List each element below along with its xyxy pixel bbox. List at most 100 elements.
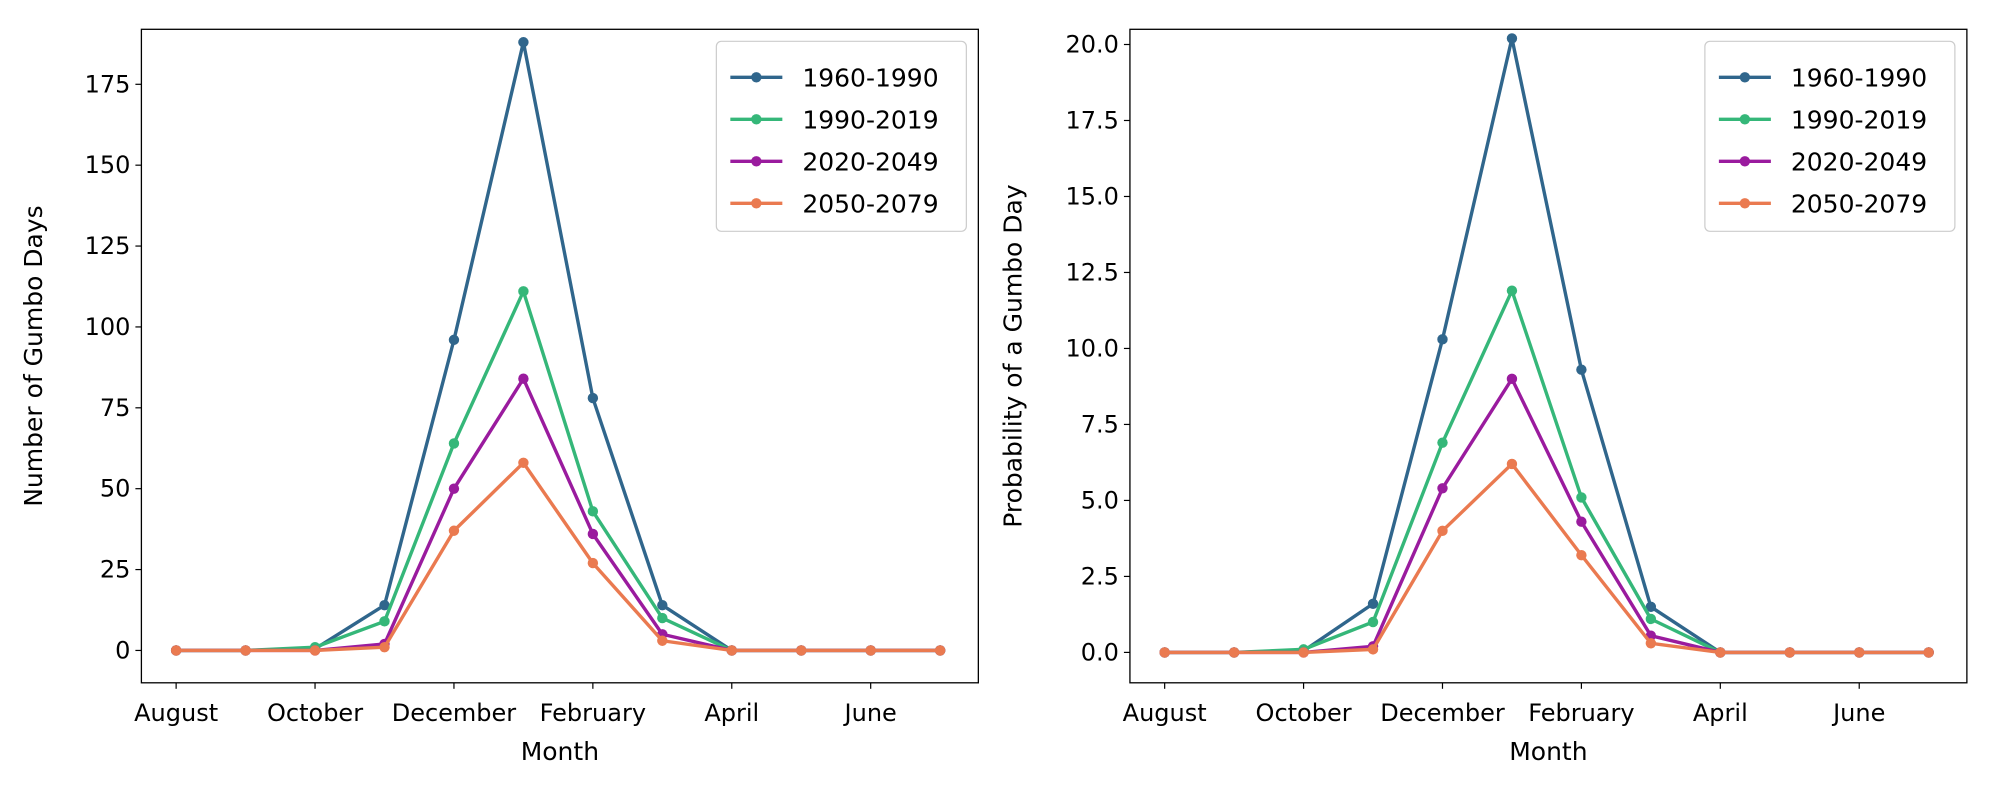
x-tick-label: October — [267, 699, 363, 727]
x-tick-label: February — [1528, 699, 1634, 727]
data-point-1960-1990 — [1576, 364, 1587, 375]
legend-label: 1960-1990 — [1791, 63, 1927, 92]
legend-swatch-marker — [1739, 156, 1751, 167]
data-point-2020-2049 — [1576, 516, 1587, 527]
x-tick-label: August — [134, 699, 218, 727]
data-point-1960-1990 — [518, 37, 529, 48]
series-line-1990-2019 — [1164, 289, 1929, 655]
plot-area-frame — [140, 28, 979, 684]
series-line-1990-2019 — [176, 289, 941, 653]
data-point-2050-2079 — [1228, 647, 1240, 658]
data-point-2050-2079 — [1367, 644, 1379, 655]
data-point-2050-2079 — [657, 635, 668, 646]
data-point-1960-1990 — [1367, 598, 1379, 609]
y-tick-label: 7.5 — [1081, 410, 1119, 438]
legend-swatch-marker — [751, 114, 762, 125]
data-point-1990-2019 — [1437, 437, 1448, 448]
series-line-2020-2049 — [1164, 377, 1929, 655]
legend: 1960-1990 1990-2019 2020-2049 2050-2079 — [715, 40, 967, 232]
data-point-1960-1990 — [379, 599, 390, 611]
data-point-2050-2079 — [796, 645, 807, 656]
data-point-2050-2079 — [1923, 647, 1934, 658]
data-point-2050-2079 — [518, 457, 529, 469]
legend-label: 1960-1990 — [802, 63, 938, 92]
series-line-2050-2079 — [176, 461, 941, 653]
y-tick-label: 20.0 — [1065, 30, 1118, 58]
y-tick-label: 0 — [115, 636, 130, 664]
data-point-1990-2019 — [379, 616, 390, 627]
data-point-2020-2049 — [1437, 483, 1448, 494]
y-tick-label: 25 — [100, 556, 131, 584]
legend-label: 1990-2019 — [1791, 105, 1927, 134]
y-tick-label: 75 — [100, 394, 131, 422]
data-point-2050-2079 — [1437, 525, 1448, 537]
data-point-1990-2019 — [448, 438, 460, 449]
data-point-1990-2019 — [518, 286, 529, 297]
data-point-2050-2079 — [1645, 638, 1657, 649]
y-axis-label: Number of Gumbo Days — [19, 205, 48, 507]
data-point-2050-2079 — [1715, 647, 1726, 658]
legend-swatch-marker — [1739, 72, 1751, 83]
data-point-2020-2049 — [1506, 373, 1518, 385]
y-axis-label: Probability of a Gumbo Day — [999, 184, 1028, 528]
data-point-2050-2079 — [587, 557, 599, 569]
y-tick-label: 50 — [100, 475, 131, 503]
data-point-1990-2019 — [587, 506, 599, 517]
data-point-2050-2079 — [1784, 647, 1795, 658]
data-point-1990-2019 — [1576, 492, 1587, 503]
data-point-2050-2079 — [240, 645, 251, 656]
data-point-1960-1990 — [1645, 601, 1657, 613]
data-point-2050-2079 — [448, 525, 460, 536]
x-tick-label: August — [1123, 699, 1207, 727]
legend-label: 2020-2049 — [1791, 147, 1927, 176]
data-point-1990-2019 — [1367, 616, 1379, 628]
legend-label: 2020-2049 — [802, 147, 938, 176]
legend-label: 2050-2079 — [802, 189, 938, 218]
y-tick-label: 2.5 — [1081, 562, 1119, 590]
y-tick-label: 175 — [85, 70, 131, 98]
x-tick-label: April — [1693, 699, 1748, 727]
data-point-2020-2049 — [448, 483, 460, 494]
data-point-2050-2079 — [1854, 647, 1865, 658]
legend-swatch-marker — [751, 72, 762, 83]
data-point-2020-2049 — [587, 528, 599, 540]
data-point-1990-2019 — [657, 612, 668, 624]
legend-swatch-marker — [751, 156, 762, 167]
y-tick-label: 10.0 — [1065, 334, 1118, 362]
y-tick-label: 125 — [85, 232, 131, 260]
legend-box — [715, 40, 967, 232]
x-tick-label: February — [540, 699, 646, 727]
y-tick-label: 150 — [85, 151, 131, 179]
data-point-2050-2079 — [170, 645, 182, 656]
data-point-2050-2079 — [934, 645, 946, 656]
x-tick-label: June — [1831, 699, 1885, 727]
data-point-2050-2079 — [1298, 647, 1309, 658]
data-point-2050-2079 — [865, 645, 876, 656]
legend-swatch-marker — [1739, 198, 1751, 209]
legend: 1960-1990 1990-2019 2020-2049 2050-2079 — [1704, 40, 1956, 232]
y-tick-label: 5.0 — [1081, 486, 1119, 514]
data-point-2020-2049 — [518, 373, 529, 384]
data-point-1960-1990 — [1437, 334, 1448, 345]
x-tick-label: October — [1256, 699, 1352, 727]
x-tick-label: April — [704, 699, 759, 727]
series-line-2050-2079 — [1164, 462, 1929, 655]
chart-panel-1: 0 25 50 75 100 125 150 175 August October December… — [19, 28, 979, 766]
y-tick-label: 100 — [85, 313, 131, 341]
legend-label: 2050-2079 — [1791, 189, 1927, 218]
x-tick-label: June — [843, 699, 897, 727]
data-point-1990-2019 — [1506, 285, 1518, 296]
data-point-2050-2079 — [309, 645, 321, 656]
y-tick-label: 15.0 — [1065, 182, 1118, 210]
y-tick-label: 0.0 — [1081, 638, 1119, 666]
data-point-2050-2079 — [1506, 458, 1518, 470]
chart-panel-2: 0.0 2.5 5.0 7.5 10.0 12.5 15.0 17.5 20.0 August Oc… — [999, 28, 1968, 766]
data-point-1960-1990 — [448, 334, 460, 346]
y-tick-label: 12.5 — [1065, 258, 1118, 286]
data-point-1960-1990 — [1506, 33, 1518, 44]
data-point-2050-2079 — [1576, 549, 1587, 561]
x-tick-label: December — [392, 699, 517, 727]
data-point-2050-2079 — [726, 645, 737, 656]
